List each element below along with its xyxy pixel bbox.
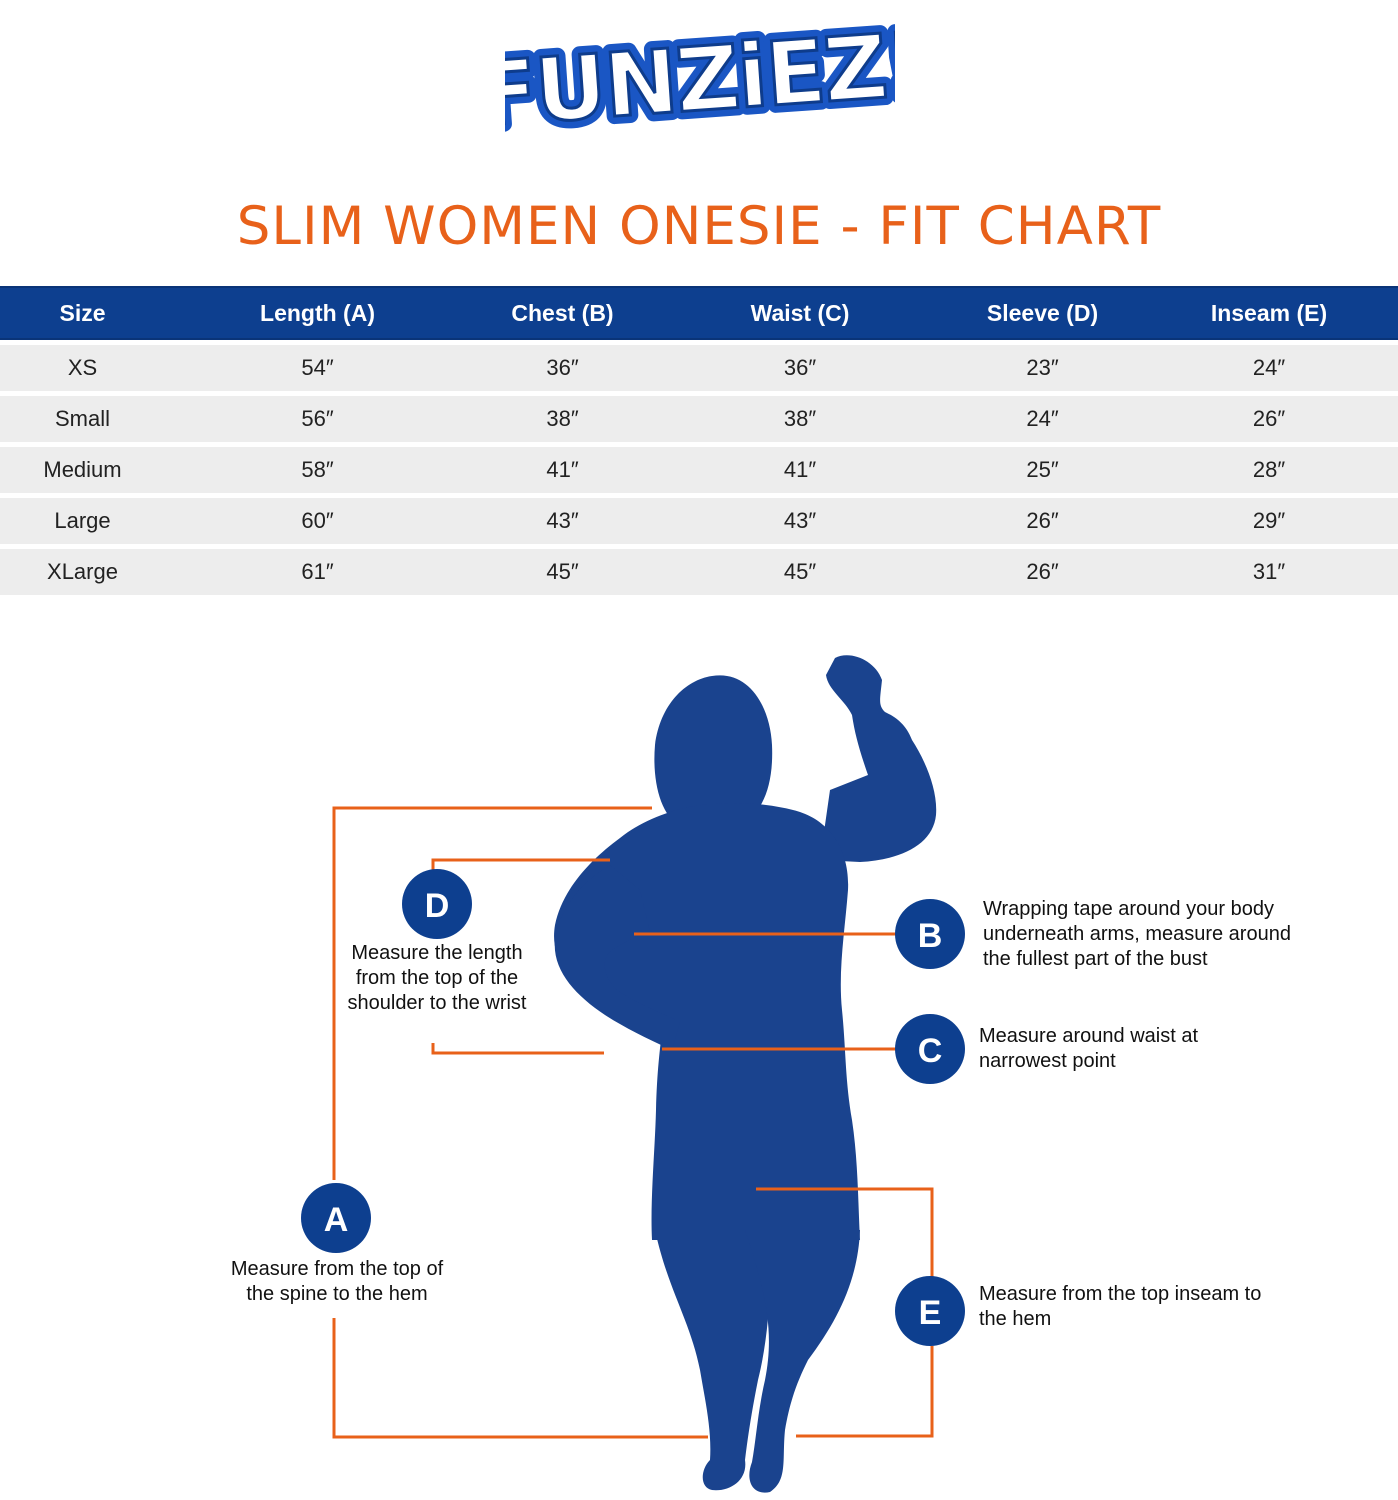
note-e: Measure from the top inseam to the hem	[979, 1283, 1262, 1330]
cell-inseam: 31″	[1252, 559, 1286, 584]
note-d: Measure the length from the top of the s…	[347, 942, 527, 1014]
badge-c-letter: C	[918, 1032, 943, 1070]
table-row: Medium 58″ 41″ 41″ 25″ 28″	[0, 447, 1398, 493]
badge-e-letter: E	[919, 1294, 942, 1332]
cell-waist: 36″	[783, 355, 817, 380]
cell-inseam: 28″	[1252, 457, 1286, 482]
cell-chest: 41″	[546, 457, 579, 482]
cell-size: Small	[54, 406, 110, 431]
badge-a-letter: A	[324, 1201, 349, 1239]
body-silhouette	[554, 655, 937, 1493]
header-sleeve: Sleeve (D)	[986, 299, 1099, 326]
cell-size: XS	[67, 355, 98, 380]
cell-chest: 36″	[546, 355, 579, 380]
badge-d: D	[402, 869, 472, 939]
size-table: Size Length (A) Chest (B) Waist (C) Slee…	[0, 286, 1398, 595]
badge-b-letter: B	[918, 917, 943, 955]
cell-sleeve: 23″	[1026, 355, 1059, 380]
cell-length: 61″	[301, 559, 334, 584]
header-length: Length (A)	[260, 299, 375, 326]
cell-length: 56″	[301, 406, 334, 431]
badge-e: E	[895, 1276, 965, 1346]
table-row: Small 56″ 38″ 38″ 24″ 26″	[0, 396, 1398, 442]
badge-b: B	[895, 899, 965, 969]
cell-inseam: 29″	[1252, 508, 1286, 533]
cell-inseam: 24″	[1252, 355, 1286, 380]
cell-chest: 38″	[546, 406, 579, 431]
cell-inseam: 26″	[1252, 406, 1286, 431]
cell-sleeve: 24″	[1026, 406, 1059, 431]
header-size: Size	[59, 299, 106, 326]
header-waist: Waist (C)	[750, 299, 850, 326]
cell-chest: 45″	[546, 559, 579, 584]
note-c: Measure around waist at narrowest point	[979, 1025, 1199, 1072]
funziez-logo: FUNZiEZ! FUNZiEZ!	[505, 5, 895, 150]
cell-size: Medium	[43, 457, 122, 482]
cell-waist: 43″	[783, 508, 817, 533]
page-title: SLIM WOMEN ONESIE - FIT CHART	[236, 196, 1162, 257]
cell-waist: 41″	[783, 457, 817, 482]
cell-length: 60″	[301, 508, 334, 533]
note-a: Measure from the top of the spine to the…	[230, 1258, 444, 1305]
badge-a: A	[301, 1183, 371, 1253]
cell-size: Large	[54, 508, 111, 533]
cell-size: XLarge	[47, 559, 118, 584]
table-row: Large 60″ 43″ 43″ 26″ 29″	[0, 498, 1398, 544]
cell-sleeve: 25″	[1026, 457, 1059, 482]
table-row: XS 54″ 36″ 36″ 23″ 24″	[0, 345, 1398, 391]
cell-waist: 45″	[783, 559, 817, 584]
note-b: Wrapping tape around your body underneat…	[983, 898, 1291, 970]
cell-sleeve: 26″	[1026, 559, 1059, 584]
badge-c: C	[895, 1014, 965, 1084]
cell-sleeve: 26″	[1026, 508, 1059, 533]
cell-waist: 38″	[783, 406, 817, 431]
guide-lines	[332, 806, 934, 1439]
header-inseam: Inseam (E)	[1210, 299, 1328, 326]
header-chest: Chest (B)	[511, 299, 614, 326]
badge-d-letter: D	[425, 887, 450, 925]
table-header: Size Length (A) Chest (B) Waist (C) Slee…	[0, 286, 1398, 340]
cell-length: 58″	[301, 457, 334, 482]
table-row: XLarge 61″ 45″ 45″ 26″ 31″	[0, 549, 1398, 595]
cell-length: 54″	[301, 355, 334, 380]
cell-chest: 43″	[546, 508, 579, 533]
